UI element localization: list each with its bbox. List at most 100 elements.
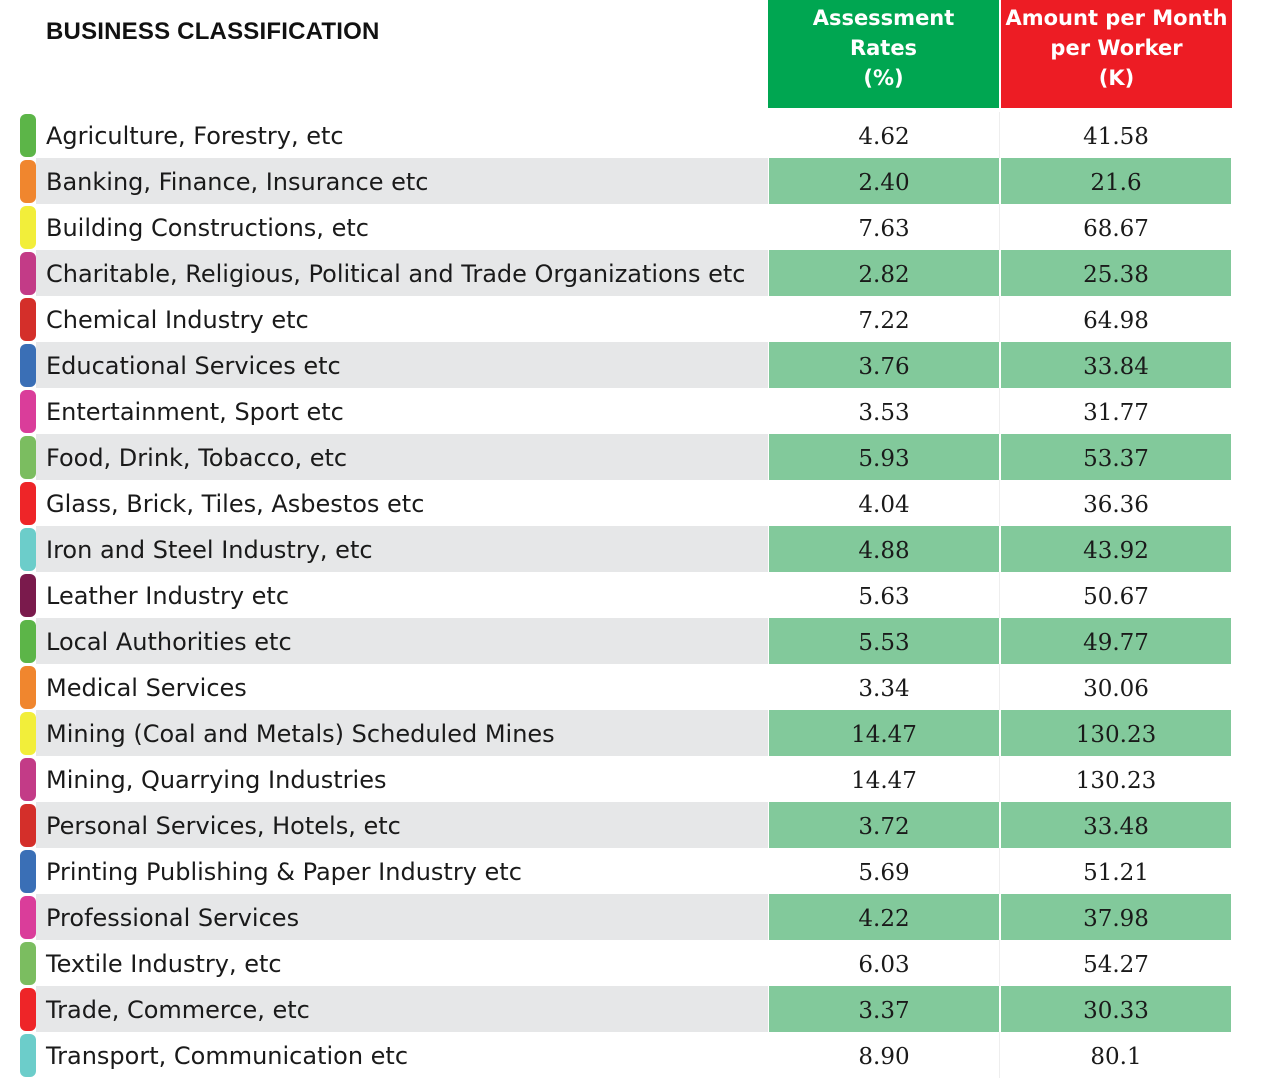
table-row: Personal Services, Hotels, etc 3.72 33.48 (0, 802, 1275, 848)
row-label-background (36, 250, 768, 296)
category-color-bar (20, 482, 36, 525)
table-row: Leather Industry etc 5.63 50.67 (0, 572, 1275, 618)
assessment-rate-cell: 5.69 (769, 848, 1000, 894)
assessment-rate-cell: 3.37 (769, 986, 999, 1032)
business-classification-label: Iron and Steel Industry, etc (46, 536, 373, 564)
amount-per-worker-cell: 130.23 (1075, 768, 1157, 794)
amount-per-worker-header: Amount per Month per Worker (K) (1001, 0, 1232, 108)
business-classification-label: Agriculture, Forestry, etc (46, 122, 344, 150)
table-header: BUSINESS CLASSIFICATION Assessment Rates… (0, 0, 1275, 108)
business-classification-label: Local Authorities etc (46, 628, 292, 656)
business-classification-label: Transport, Communication etc (46, 1042, 409, 1070)
category-color-bar (20, 252, 36, 295)
row-label-background (36, 526, 768, 572)
business-classification-label: Entertainment, Sport etc (46, 398, 344, 426)
amount-per-worker-cell: 130.23 (1001, 710, 1231, 756)
assessment-rates-header: Assessment Rates (%) (768, 0, 999, 108)
amount-per-worker-header-line1: Amount per Month (1005, 6, 1228, 30)
business-classification-label: Personal Services, Hotels, etc (46, 812, 401, 840)
row-label-background (36, 710, 768, 756)
amount-per-worker-cell: 64.98 (1083, 308, 1149, 334)
row-label-background (36, 986, 768, 1032)
table-row: Food, Drink, Tobacco, etc 5.93 53.37 (0, 434, 1275, 480)
assessment-rate-cell: 3.72 (769, 802, 999, 848)
assessment-rate-cell: 5.63 (769, 572, 1000, 618)
category-color-bar (20, 206, 36, 249)
business-classification-label: Mining, Quarrying Industries (46, 766, 387, 794)
table-row: Banking, Finance, Insurance etc 2.40 21.6 (0, 158, 1275, 204)
category-color-bar (20, 988, 36, 1031)
assessment-rate-cell: 3.34 (769, 664, 1000, 710)
amount-per-worker-cell: 41.58 (1083, 124, 1149, 150)
amount-per-worker-cell: 50.67 (1083, 584, 1149, 610)
row-label-background (36, 342, 768, 388)
table-row: Printing Publishing & Paper Industry etc… (0, 848, 1275, 894)
category-color-bar (20, 896, 36, 939)
business-classification-label: Charitable, Religious, Political and Tra… (46, 260, 746, 288)
row-label-background (36, 618, 768, 664)
category-color-bar (20, 712, 36, 755)
table-row: Charitable, Religious, Political and Tra… (0, 250, 1275, 296)
amount-per-worker-cell: 30.06 (1083, 676, 1149, 702)
row-label-background (36, 802, 768, 848)
assessment-rate-cell: 4.22 (769, 894, 999, 940)
amount-per-worker-cell: 31.77 (1083, 400, 1149, 426)
amount-per-worker-cell: 53.37 (1001, 434, 1231, 480)
table-row: Agriculture, Forestry, etc 4.62 41.58 (0, 112, 1275, 158)
table-row: Local Authorities etc 5.53 49.77 (0, 618, 1275, 664)
assessment-rate-cell: 14.47 (769, 710, 999, 756)
category-color-bar (20, 942, 36, 985)
row-label-background (36, 158, 768, 204)
assessment-rate-cell: 3.53 (769, 388, 1000, 434)
amount-per-worker-cell: 49.77 (1001, 618, 1231, 664)
table-row: Transport, Communication etc 8.90 80.1 (0, 1032, 1275, 1078)
business-classification-label: Mining (Coal and Metals) Scheduled Mines (46, 720, 555, 748)
table-row: Glass, Brick, Tiles, Asbestos etc 4.04 36.… (0, 480, 1275, 526)
amount-per-worker-cell: 36.36 (1083, 492, 1149, 518)
assessment-rate-cell: 3.76 (769, 342, 999, 388)
amount-per-worker-cell: 51.21 (1083, 860, 1149, 886)
category-color-bar (20, 298, 36, 341)
category-color-bar (20, 804, 36, 847)
business-classification-label: Printing Publishing & Paper Industry etc (46, 858, 522, 886)
category-color-bar (20, 390, 36, 433)
amount-per-worker-cell: 21.6 (1001, 158, 1231, 204)
table-row: Chemical Industry etc 7.22 64.98 (0, 296, 1275, 342)
amount-per-worker-cell: 37.98 (1001, 894, 1231, 940)
assessment-rate-cell: 6.03 (769, 940, 1000, 986)
table-body: Agriculture, Forestry, etc 4.62 41.58 Banki… (0, 112, 1275, 1078)
table-row: Entertainment, Sport etc 3.53 31.77 (0, 388, 1275, 434)
business-classification-label: Medical Services (46, 674, 247, 702)
category-color-bar (20, 666, 36, 709)
category-color-bar (20, 436, 36, 479)
assessment-rate-cell: 8.90 (769, 1032, 1000, 1078)
assessment-rates-header-line2: Rates (849, 36, 918, 60)
business-classification-label: Textile Industry, etc (46, 950, 282, 978)
business-classification-label: Leather Industry etc (46, 582, 290, 610)
assessment-rate-cell: 7.22 (769, 296, 1000, 342)
category-color-bar (20, 1034, 36, 1077)
category-color-bar (20, 620, 36, 663)
amount-per-worker-cell: 43.92 (1001, 526, 1231, 572)
amount-per-worker-cell: 33.84 (1001, 342, 1231, 388)
business-classification-label: Chemical Industry etc (46, 306, 309, 334)
assessment-rate-cell: 7.63 (769, 204, 1000, 250)
amount-per-worker-cell: 68.67 (1083, 216, 1149, 242)
table-row: Mining (Coal and Metals) Scheduled Mines… (0, 710, 1275, 756)
row-label-background (36, 894, 768, 940)
category-color-bar (20, 758, 36, 801)
amount-per-worker-header-line2: per Worker (1050, 36, 1183, 60)
category-color-bar (20, 574, 36, 617)
category-color-bar (20, 344, 36, 387)
category-color-bar (20, 850, 36, 893)
assessment-rate-cell: 5.53 (769, 618, 999, 664)
table-row: Educational Services etc 3.76 33.84 (0, 342, 1275, 388)
business-classification-label: Building Constructions, etc (46, 214, 369, 242)
assessment-rate-cell: 2.82 (769, 250, 999, 296)
business-classification-label: Educational Services etc (46, 352, 341, 380)
row-label-background (36, 434, 768, 480)
table-row: Textile Industry, etc 6.03 54.27 (0, 940, 1275, 986)
business-classification-label: Professional Services (46, 904, 300, 932)
assessment-rates-header-line3: (%) (863, 66, 904, 90)
